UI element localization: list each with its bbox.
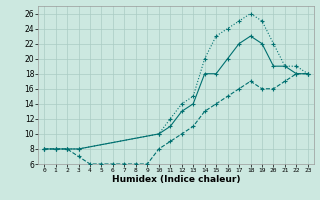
- X-axis label: Humidex (Indice chaleur): Humidex (Indice chaleur): [112, 175, 240, 184]
